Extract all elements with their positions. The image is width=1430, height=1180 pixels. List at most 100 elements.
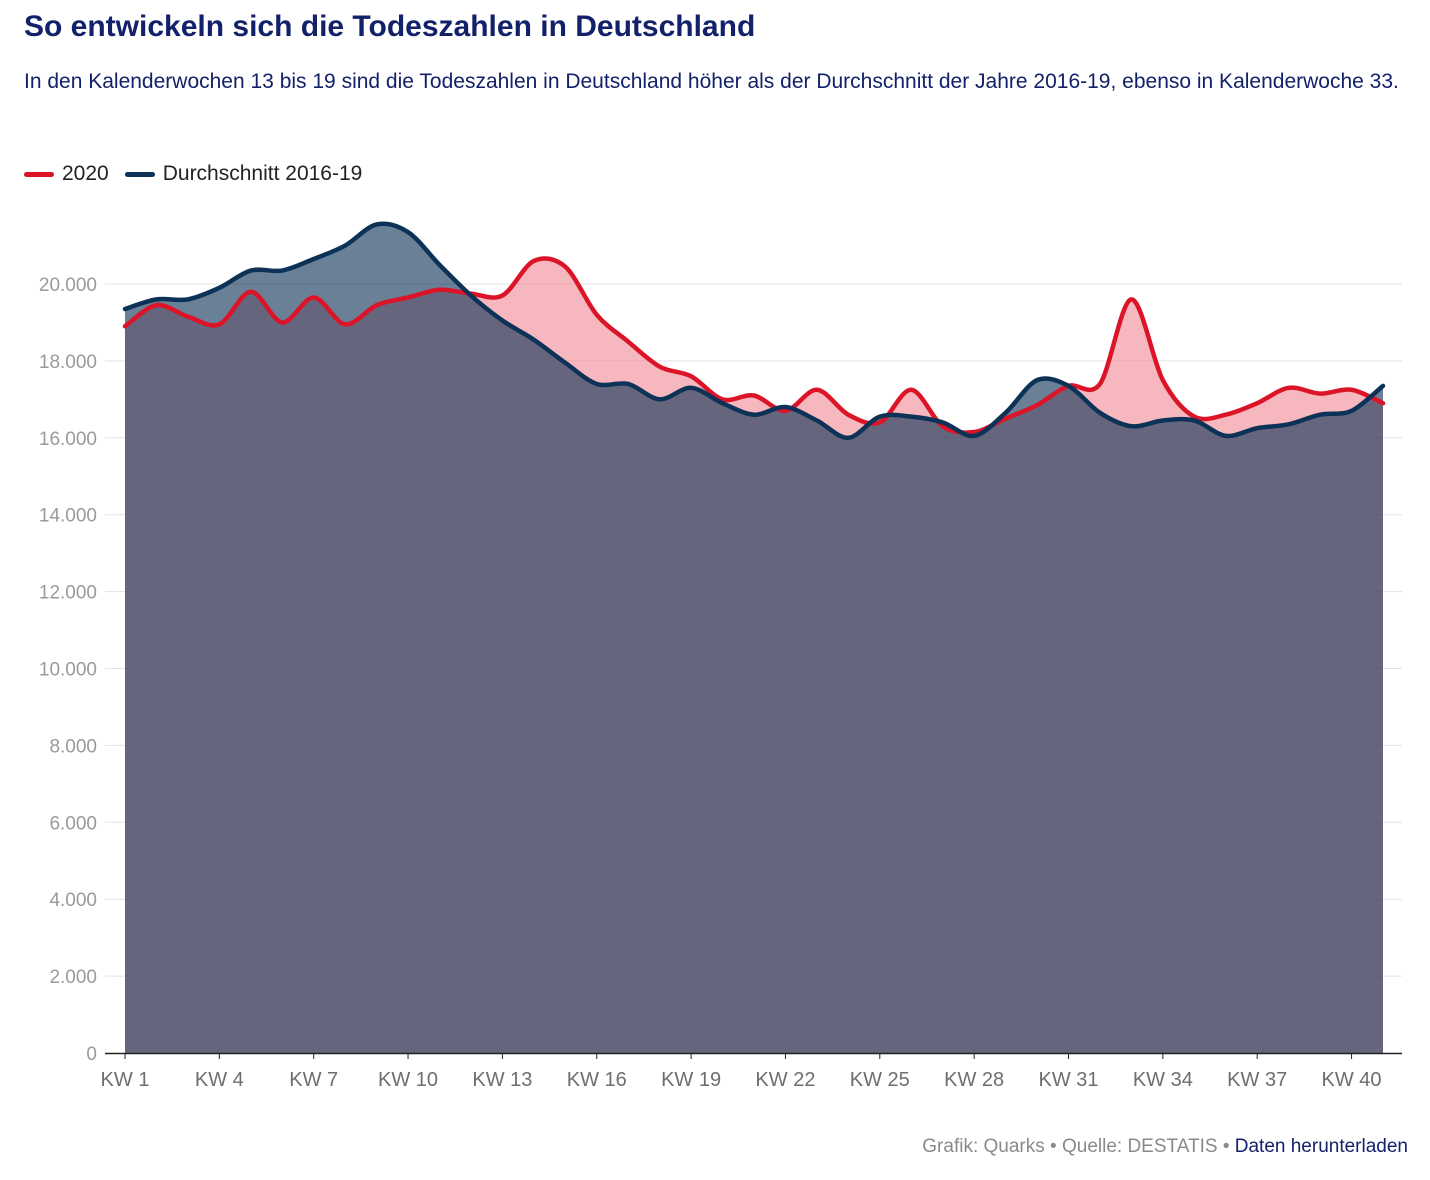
x-tick-label: KW 7	[289, 1069, 338, 1091]
point-average	[720, 400, 726, 406]
point-average	[877, 414, 883, 420]
point-average	[1349, 408, 1355, 414]
x-tick-label: KW 4	[195, 1069, 244, 1091]
y-tick-label: 18.000	[39, 352, 97, 373]
point-2020	[877, 419, 883, 425]
point-average	[1066, 383, 1072, 389]
point-2020	[562, 264, 568, 270]
point-2020	[814, 387, 820, 393]
point-2020	[594, 312, 600, 318]
point-average	[1286, 421, 1292, 427]
y-tick-label: 14.000	[39, 506, 97, 527]
point-average	[1191, 417, 1197, 423]
point-2020	[1223, 412, 1229, 418]
page-subtitle: In den Kalenderwochen 13 bis 19 sind die…	[24, 70, 1399, 93]
point-2020	[374, 302, 380, 308]
y-tick-label: 2.000	[49, 967, 97, 988]
point-average	[657, 396, 663, 402]
point-2020	[122, 323, 128, 329]
point-2020	[751, 393, 757, 399]
point-2020	[311, 294, 317, 300]
point-average	[374, 221, 380, 227]
footer-source: Quelle: DESTATIS	[1061, 1136, 1218, 1157]
point-average	[751, 412, 757, 418]
y-tick-label: 4.000	[49, 890, 97, 911]
x-tick-label: KW 19	[661, 1069, 721, 1091]
point-2020	[153, 302, 159, 308]
point-average	[1160, 417, 1166, 423]
point-2020	[1003, 416, 1009, 422]
y-tick-label: 8.000	[49, 736, 97, 757]
point-average	[248, 268, 254, 274]
point-average	[625, 381, 631, 387]
x-tick-label: KW 1	[101, 1069, 150, 1091]
point-average	[468, 293, 474, 299]
legend-swatch-2020	[24, 171, 54, 177]
line-2020	[122, 256, 1386, 435]
y-tick-label: 12.000	[39, 583, 97, 604]
footer-credit: Grafik: Quarks	[922, 1136, 1045, 1157]
page-title: So entwickeln sich die Todeszahlen in De…	[24, 10, 756, 43]
point-average	[437, 262, 443, 268]
x-tick-label: KW 31	[1038, 1069, 1098, 1091]
download-data-link[interactable]: Daten herunterladen	[1234, 1136, 1408, 1157]
point-2020	[499, 293, 505, 299]
footer-separator: •	[1050, 1136, 1057, 1157]
point-2020	[657, 364, 663, 370]
legend-item-average[interactable]: Durchschnitt 2016-19	[124, 162, 363, 186]
legend-label-average: Durchschnitt 2016-19	[162, 162, 363, 185]
point-average	[1254, 425, 1260, 431]
point-2020	[405, 294, 411, 300]
point-2020	[1286, 385, 1292, 391]
y-tick-label: 0	[86, 1044, 97, 1065]
point-2020	[1254, 400, 1260, 406]
legend-swatch-average	[124, 171, 155, 177]
point-average	[1128, 423, 1134, 429]
point-average	[814, 417, 820, 423]
point-2020	[342, 321, 348, 327]
point-average	[311, 256, 317, 262]
y-tick-label: 6.000	[49, 813, 97, 834]
point-average	[185, 296, 191, 302]
point-2020	[1160, 377, 1166, 383]
point-average	[908, 414, 914, 420]
point-average	[405, 229, 411, 235]
point-average	[1034, 377, 1040, 383]
point-average	[279, 268, 285, 274]
x-tick-label: KW 22	[755, 1069, 815, 1091]
point-2020	[1317, 391, 1323, 397]
y-tick-label: 16.000	[39, 429, 97, 450]
point-average	[499, 318, 505, 324]
footer-separator: •	[1222, 1136, 1230, 1157]
point-average	[1223, 433, 1229, 439]
legend-item-2020[interactable]: 2020	[24, 162, 109, 186]
point-2020	[1128, 296, 1134, 302]
point-2020	[185, 314, 191, 320]
y-tick-label: 20.000	[39, 275, 97, 296]
point-2020	[216, 321, 222, 327]
point-average	[216, 285, 222, 291]
x-tick-label: KW 10	[378, 1069, 438, 1091]
point-average	[971, 433, 977, 439]
point-2020	[437, 287, 443, 293]
point-2020	[625, 339, 631, 345]
point-average	[782, 404, 788, 410]
point-average	[1097, 410, 1103, 416]
point-2020	[1097, 381, 1103, 387]
x-tick-label: KW 28	[944, 1069, 1004, 1091]
point-average	[594, 381, 600, 387]
x-tick-label: KW 40	[1322, 1069, 1382, 1091]
x-tick-label: KW 34	[1133, 1069, 1193, 1091]
area-average	[125, 223, 1383, 1053]
point-average	[1317, 412, 1323, 418]
point-2020	[531, 258, 537, 264]
line-average	[122, 221, 1386, 441]
point-average	[940, 419, 946, 425]
x-tick-label: KW 25	[850, 1069, 910, 1091]
legend-label-2020: 2020	[62, 162, 109, 185]
x-tick-label: KW 16	[567, 1069, 627, 1091]
point-2020	[688, 373, 694, 379]
legend: 2020 Durchschnitt 2016-19	[24, 162, 378, 186]
